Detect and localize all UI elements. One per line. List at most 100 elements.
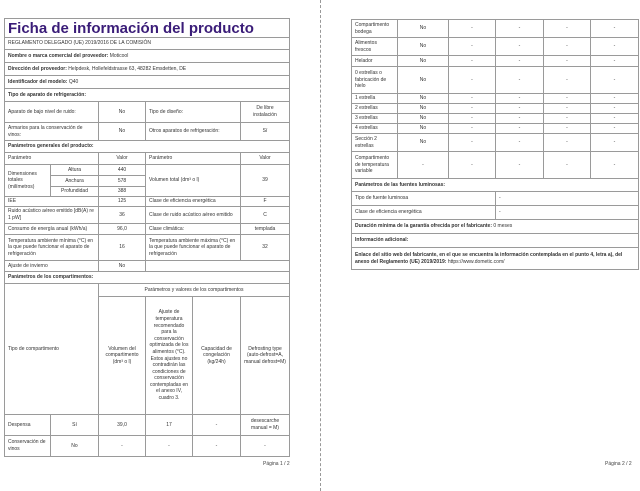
depth-label: Profundidad xyxy=(50,186,99,197)
table-row: 2 estrellas No - - - - xyxy=(351,103,639,114)
page-number: Página 2 / 2 xyxy=(605,461,632,467)
comp-value: - xyxy=(590,55,639,67)
comp-value: - xyxy=(239,435,291,457)
comp-present: No xyxy=(397,133,449,152)
comp-value: - xyxy=(590,103,639,114)
width-value: 578 xyxy=(98,175,146,187)
comp-col-defrost: Defrosting type (auto-defrost=A, manual … xyxy=(239,296,291,415)
eei-value: 125 xyxy=(98,196,146,207)
comp-value: - xyxy=(590,66,639,94)
page-divider xyxy=(320,0,321,491)
eei-label: IEE xyxy=(4,196,99,207)
comp-type-label: Tipo de compartimento xyxy=(4,283,99,415)
comp-value: - xyxy=(495,103,544,114)
comp-value: - xyxy=(448,66,496,94)
comp-name: Helador xyxy=(351,55,398,67)
climate-value: templada xyxy=(239,223,291,235)
comp-value: - xyxy=(192,414,241,436)
dims-label: Dimensiones totales (milímetros) xyxy=(4,164,51,197)
page-number: Página 1 / 2 xyxy=(263,461,290,467)
table-row: Alimentos frescos No - - - - xyxy=(351,37,639,56)
address-row: Dirección del proveedor: Helpdesk, Holle… xyxy=(3,62,291,76)
comp-name: Compartimento de temperatura variable xyxy=(351,151,398,179)
comp-name: 1 estrella xyxy=(351,93,398,104)
comp-present: - xyxy=(397,151,449,179)
header-value: Valor xyxy=(239,152,291,165)
comp-present: Sí xyxy=(50,414,99,436)
comp-value: - xyxy=(448,55,496,67)
comp-heading: Parámetros de los compartimentos: xyxy=(3,271,291,284)
light-type-value: - xyxy=(495,191,639,206)
tmin-label: Temperatura ambiente mínima (°C) en la q… xyxy=(4,234,99,261)
comp-value: - xyxy=(495,123,544,134)
noise-class-label: Clase de ruido acústico aéreo emitido xyxy=(145,206,241,224)
light-class-label: Clase de eficiencia energética xyxy=(351,205,496,220)
noise-label: Ruido acústico aéreo emitido [dB(A) re 1… xyxy=(4,206,99,224)
other-label: Otros aparatos de refrigeración: xyxy=(145,122,241,141)
tmax-value: 32 xyxy=(239,234,291,261)
winter-label: Ajuste de invierno xyxy=(4,260,99,272)
comp-name: 0 estrellas o fabricación de hielo xyxy=(351,66,398,94)
product-info-table-page2: Compartimento bodega No - - - - Alimentos fres… xyxy=(351,19,639,270)
comp-value: - xyxy=(543,133,591,152)
comp-name: Conservación de vinos xyxy=(4,435,51,457)
comp-value: - xyxy=(590,113,639,124)
comp-value: - xyxy=(590,133,639,152)
comp-name: 2 estrellas xyxy=(351,103,398,114)
comp-name: 3 estrellas xyxy=(351,113,398,124)
comp-value: - xyxy=(495,93,544,104)
other-value: Sí xyxy=(239,122,291,141)
table-row: 3 estrellas No - - - - xyxy=(351,113,639,124)
climate-label: Clase climática: xyxy=(145,223,241,235)
tmax-label: Temperatura ambiente máxima (°C) en la q… xyxy=(145,234,241,261)
product-info-table-page1: Ficha de información del producto REGLAM… xyxy=(3,18,291,457)
noise-value: 36 xyxy=(98,206,146,224)
empty-cell xyxy=(144,260,291,272)
comp-present: No xyxy=(397,19,449,38)
table-row: Sección 2 estrellas No - - - - xyxy=(351,133,639,152)
light-heading: Parámetros de las fuentes luminosas: xyxy=(351,178,639,192)
comp-present: No xyxy=(397,103,449,114)
low-noise-label: Aparato de bajo nivel de ruido: xyxy=(4,101,99,123)
comp-value: - xyxy=(98,435,146,457)
comp-value: - xyxy=(448,103,496,114)
comp-present: No xyxy=(397,37,449,56)
comp-value: - xyxy=(590,19,639,38)
comp-present: No xyxy=(50,435,99,457)
table-row: Conservación de vinos No - - - - xyxy=(4,435,291,457)
comp-col-temp: Ajuste de temperatura recomendado para l… xyxy=(145,296,193,415)
info-heading: Información adicional: xyxy=(351,233,639,248)
comp-name: Sección 2 estrellas xyxy=(351,133,398,152)
design-label: Tipo de diseño: xyxy=(145,101,241,123)
comp-value: - xyxy=(448,113,496,124)
comp-value: - xyxy=(590,123,639,134)
header-value: Valor xyxy=(98,152,146,165)
comp-value: - xyxy=(448,151,496,179)
comp-value: - xyxy=(543,123,591,134)
tmin-value: 16 xyxy=(98,234,146,261)
comp-present: No xyxy=(397,123,449,134)
comp-value: - xyxy=(543,93,591,104)
table-row: Despensa Sí 39,0 17- desescarche manual = M) xyxy=(4,414,291,436)
comp-value: - xyxy=(495,55,544,67)
comp-value: - xyxy=(543,37,591,56)
table-row: 1 estrella No - - - - xyxy=(351,93,639,104)
height-label: Altura xyxy=(50,164,99,176)
comp-value: - xyxy=(448,133,496,152)
comp-value: - xyxy=(145,435,193,457)
comp-values-label: Parámetros y valores de los compartiment… xyxy=(97,283,291,297)
comp-value: - xyxy=(448,93,496,104)
table-row: 4 estrellas No - - - - xyxy=(351,123,639,134)
regulation: REGLAMENTO DELEGADO (UE) 2019/2016 DE LA… xyxy=(3,37,291,50)
comp-value: 39,0 xyxy=(98,414,146,436)
comp-value: - xyxy=(543,66,591,94)
page-title: Ficha de información del producto xyxy=(3,18,291,38)
comp-value: - xyxy=(543,113,591,124)
manufacturer-link[interactable]: https://www.dometic.com/ xyxy=(447,258,505,265)
comp-value: - xyxy=(495,113,544,124)
comp-value: - xyxy=(495,19,544,38)
model-row: Identificador del modelo: Q40 xyxy=(3,75,291,89)
light-class-value: - xyxy=(495,205,639,220)
warranty-row: Duración mínima de la garantía ofrecida … xyxy=(351,219,639,234)
comp-value: - xyxy=(543,55,591,67)
